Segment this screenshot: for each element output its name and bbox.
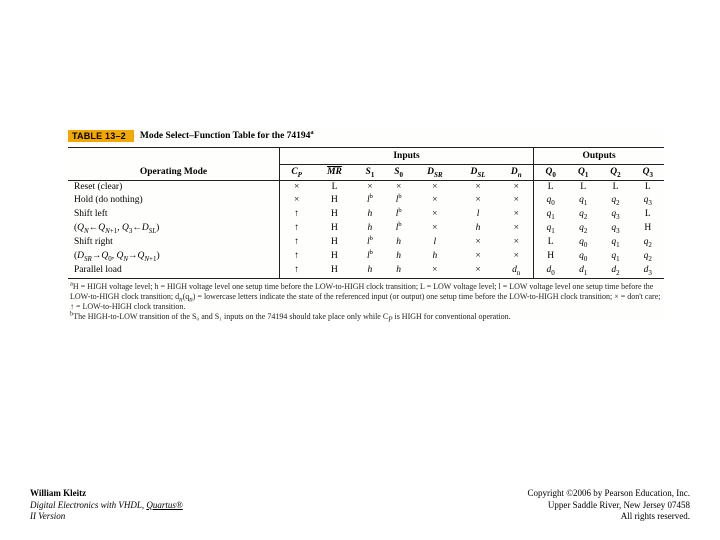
mode-cell: (QN←QN+1, Q3←DSL) [68,221,279,235]
col-q1: Q1 [567,165,599,181]
mode-select-table: Operating Mode Inputs Outputs CP MR S1 S… [68,147,664,279]
col-operating-mode: Operating Mode [68,148,279,181]
col-s1: S1 [356,165,385,181]
col-group-inputs: Inputs [279,148,533,165]
col-q2: Q2 [599,165,631,181]
mode-cell: (DSR→Q0, QN→QN+1) [68,249,279,263]
table-row: Shift left↑Hhlb×l×q1q2q3L [68,207,664,221]
mode-cell: Reset (clear) [68,180,279,194]
copyright-line-1: Copyright ©2006 by Pearson Education, In… [527,488,690,498]
table-row: (DSR→Q0, QN→QN+1)↑Hlbhh××Hq0q1q2 [68,249,664,263]
footer-citation-left: William Kleitz Digital Electronics with … [30,488,183,522]
book-title: Digital Electronics with VHDL, Quartus® [30,500,183,510]
col-q0: Q0 [534,165,567,181]
table-number-tag: TABLE 13–2 [68,130,134,142]
mode-cell: Parallel load [68,263,279,279]
mode-cell: Shift right [68,235,279,249]
book-version: II Version [30,511,65,521]
copyright-line-3: All rights reserved. [621,511,690,521]
table-footnotes: aH = HIGH voltage level; h = HIGH voltag… [68,279,664,322]
col-mr: MR [313,165,355,181]
mode-cell: Hold (do nothing) [68,194,279,207]
table-caption: TABLE 13–2 Mode Select–Function Table fo… [68,130,664,147]
col-dsr: DSR [413,165,457,181]
table-row: Hold (do nothing)×Hlblb×××q0q1q2q3 [68,194,664,207]
table-row: Parallel load↑Hhh××dnd0d1d2d3 [68,263,664,279]
col-dn: Dn [499,165,533,181]
author-name: William Kleitz [30,488,86,498]
table-row: (QN←QN+1, Q3←DSL)↑Hhlb×h×q1q2q3H [68,221,664,235]
footer-copyright-right: Copyright ©2006 by Pearson Education, In… [527,488,690,522]
col-q3: Q3 [632,165,664,181]
copyright-line-2: Upper Saddle River, New Jersey 07458 [548,500,690,510]
group-header-row: Operating Mode Inputs Outputs [68,148,664,165]
col-dsl: DSL [457,165,500,181]
function-table-figure: TABLE 13–2 Mode Select–Function Table fo… [68,130,664,322]
table-row: Shift right↑Hlbhl××Lq0q1q2 [68,235,664,249]
table-title: Mode Select–Function Table for the 74194… [140,131,314,141]
col-cp: CP [279,165,313,181]
table-body: Reset (clear)×L×××××LLLLHold (do nothing… [68,180,664,279]
col-s0: S0 [384,165,413,181]
col-group-outputs: Outputs [534,148,664,165]
mode-cell: Shift left [68,207,279,221]
table-row: Reset (clear)×L×××××LLLL [68,180,664,194]
